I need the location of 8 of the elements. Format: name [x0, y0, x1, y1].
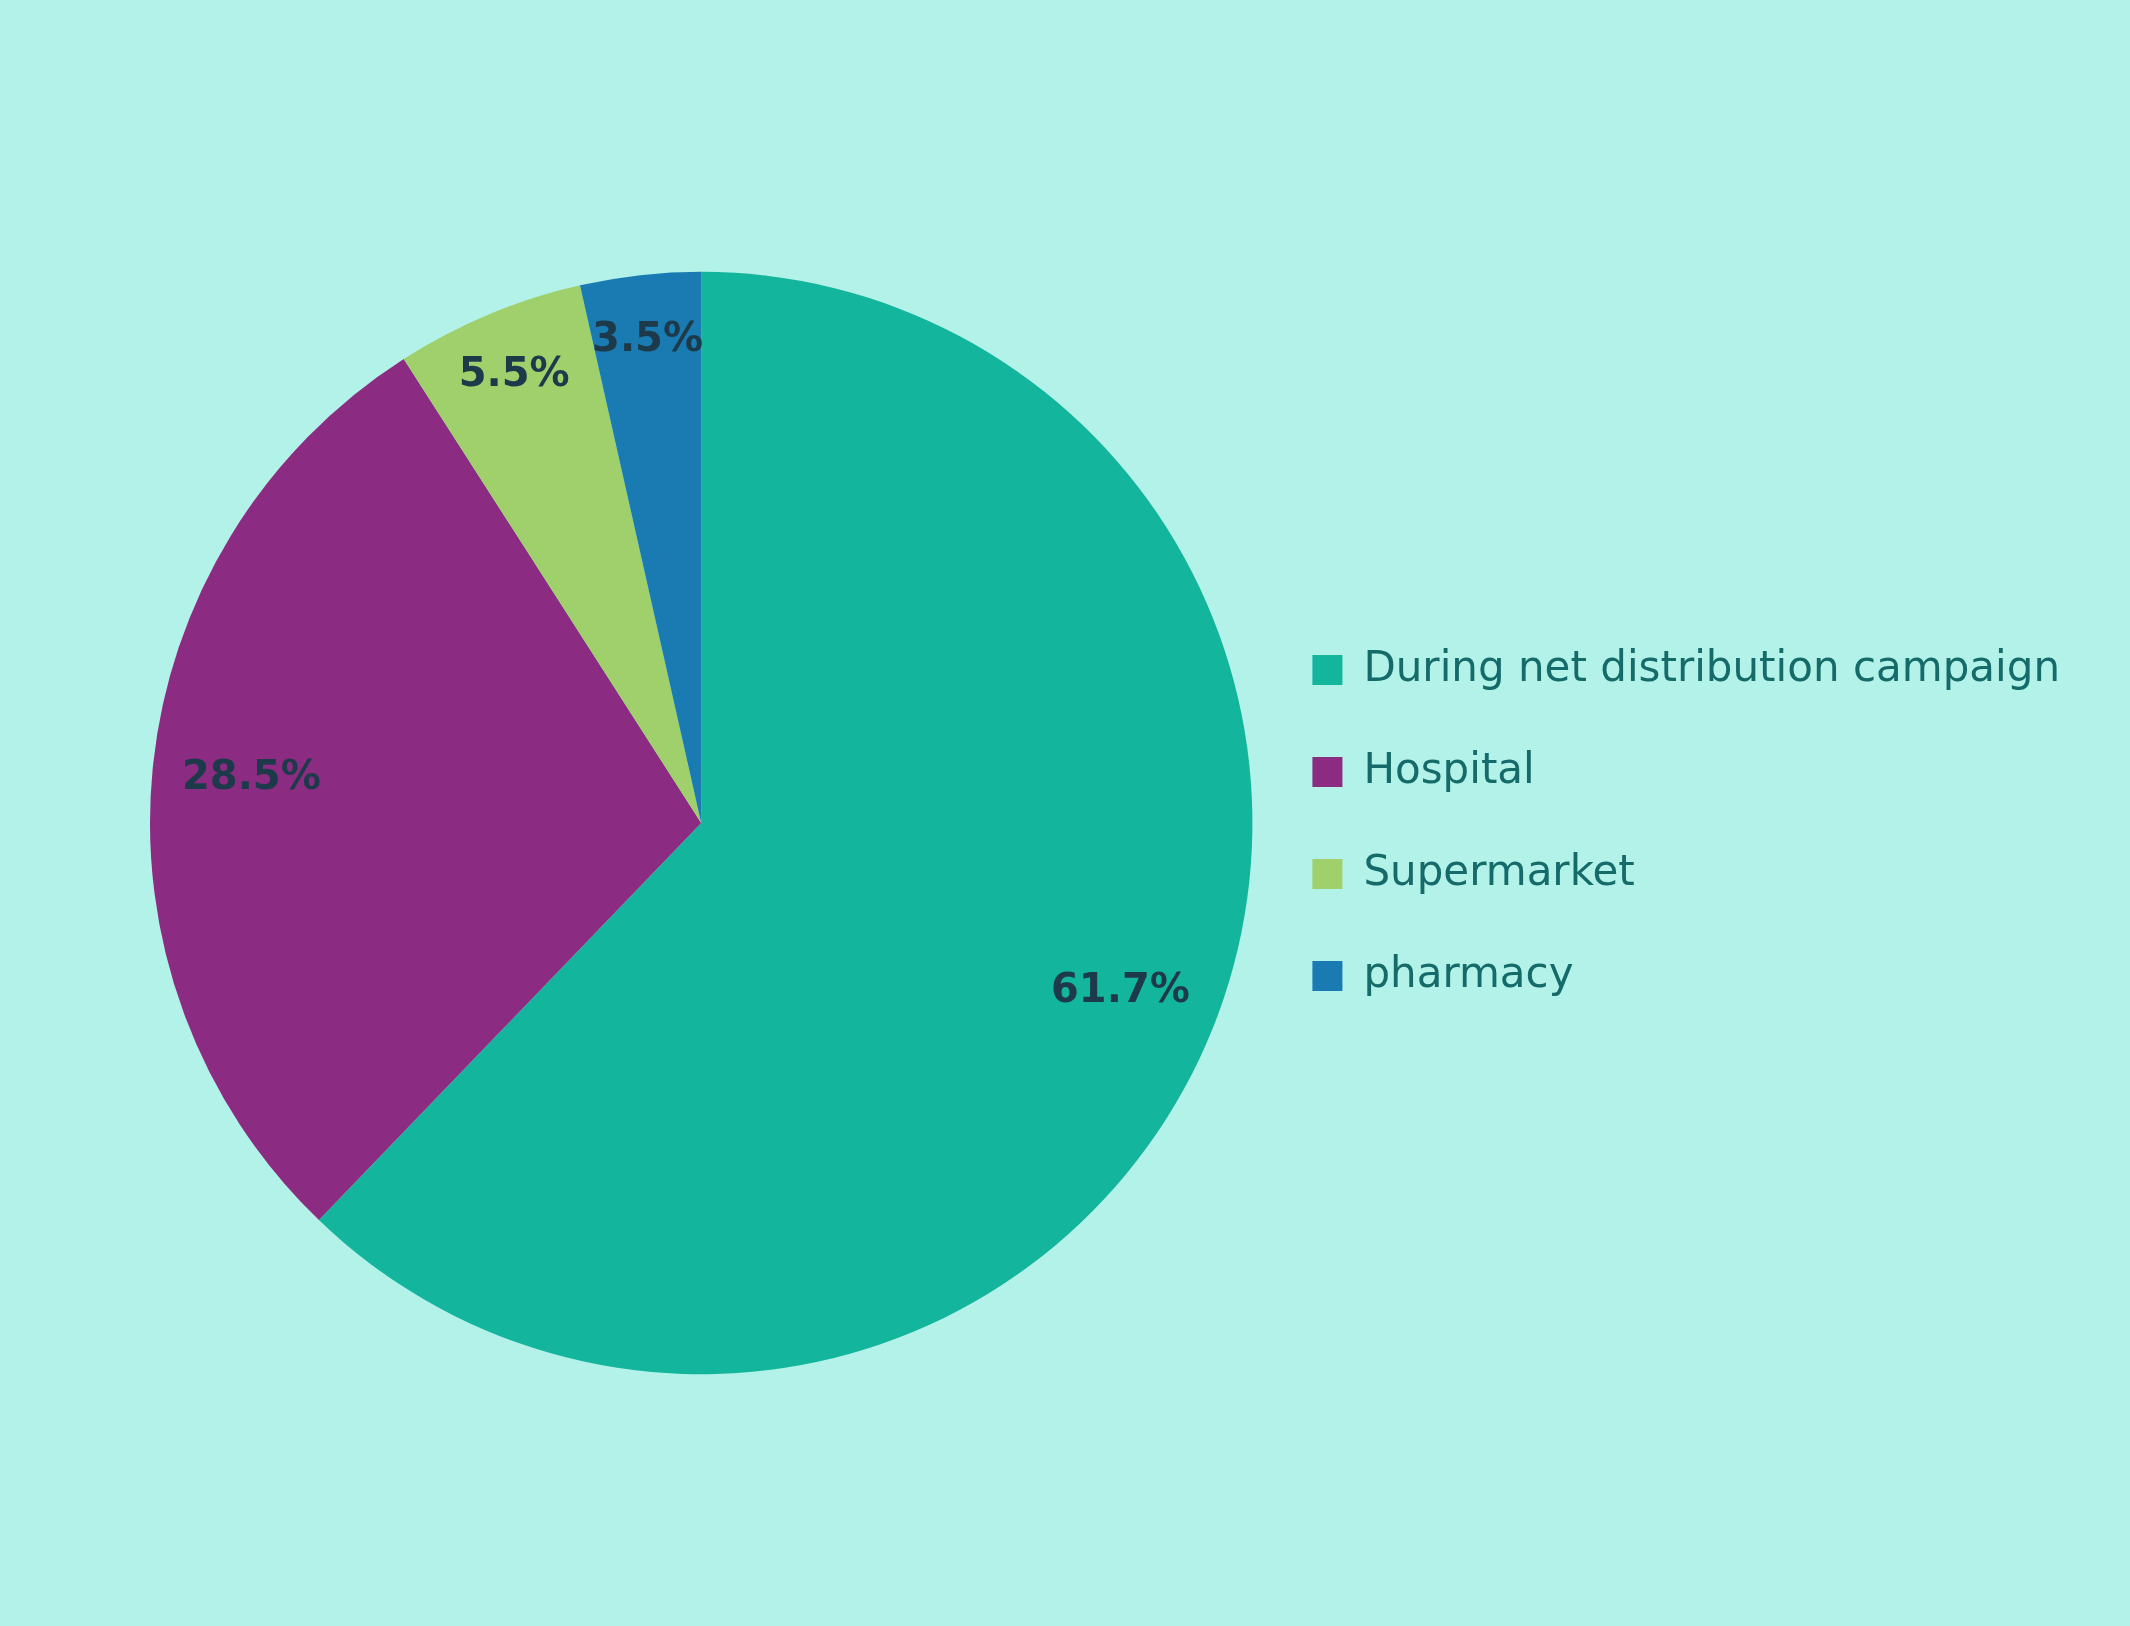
- legend-label: pharmacy: [1363, 947, 1574, 997]
- data-label: 61.7%: [1051, 965, 1190, 1012]
- data-label: 28.5%: [182, 752, 321, 799]
- legend-label: Hospital: [1363, 743, 1535, 793]
- data-label: 3.5%: [592, 314, 704, 361]
- legend-label: Supermarket: [1363, 845, 1635, 895]
- data-label: 5.5%: [458, 348, 570, 395]
- legend-label: During net distribution campaign: [1363, 641, 2060, 691]
